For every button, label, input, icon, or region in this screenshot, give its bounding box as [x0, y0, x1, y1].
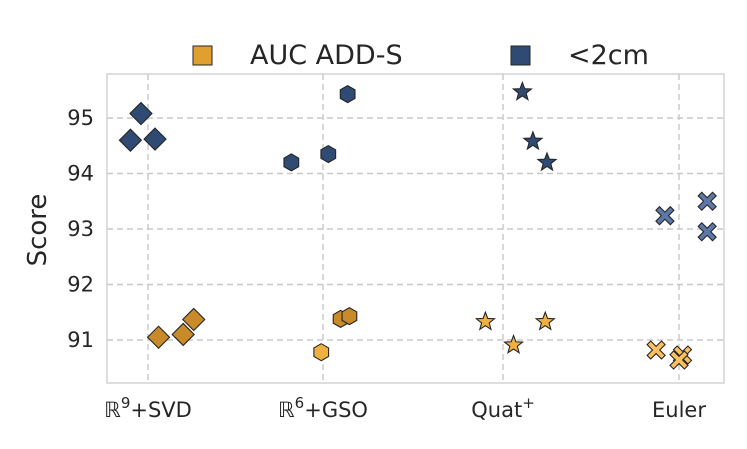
- point-under-2cm: [283, 153, 300, 172]
- point-under-2cm: [536, 151, 558, 172]
- x-tick-label: Quat+: [471, 394, 535, 422]
- point-under-2cm: [522, 130, 544, 151]
- x-tick-label-sup: 9: [121, 394, 131, 412]
- legend-swatch-under-2cm: [510, 45, 531, 66]
- x-tick-label: ℝ6+GSO: [278, 394, 368, 422]
- point-auc-add-s: [646, 340, 666, 360]
- grid: [107, 74, 724, 383]
- data-points: [118, 80, 717, 370]
- point-under-2cm: [129, 101, 153, 126]
- y-tick-label: 91: [67, 328, 94, 352]
- y-tick-label: 95: [67, 106, 94, 130]
- point-auc-add-s: [181, 307, 206, 332]
- y-tick-label: 94: [67, 162, 94, 186]
- point-auc-add-s: [534, 310, 556, 331]
- point-under-2cm: [655, 205, 675, 226]
- legend-swatch-auc-add-s: [192, 45, 213, 66]
- plot-frame: [106, 73, 725, 384]
- point-under-2cm: [118, 128, 143, 152]
- point-auc-add-s: [171, 322, 195, 347]
- x-tick-label-rest: +SVD: [130, 398, 191, 422]
- point-auc-add-s: [146, 325, 171, 350]
- x-tick-label-base: Euler: [652, 398, 706, 422]
- point-under-2cm: [339, 84, 356, 104]
- x-tick-label-base: ℝ: [104, 398, 121, 422]
- x-tick-label: Euler: [652, 398, 706, 422]
- legend: AUC ADD-S <2cm: [192, 40, 649, 71]
- x-tick-label-sup: 6: [295, 394, 305, 412]
- point-auc-add-s: [474, 310, 496, 331]
- point-under-2cm: [143, 127, 167, 151]
- point-under-2cm: [320, 144, 337, 164]
- x-tick-label: ℝ9+SVD: [104, 394, 192, 422]
- y-axis-label: Score: [23, 194, 53, 267]
- point-under-2cm: [697, 221, 717, 242]
- point-under-2cm: [697, 191, 717, 212]
- point-under-2cm: [511, 80, 533, 101]
- y-tick-label: 92: [67, 273, 94, 297]
- x-axis-ticks: ℝ9+SVD ℝ6+GSO Quat+ Euler: [104, 394, 706, 422]
- x-tick-label-base: Quat: [471, 398, 522, 422]
- y-axis-ticks: 91 92 93 94 95: [67, 106, 94, 352]
- y-tick-label: 93: [67, 217, 94, 241]
- legend-label-auc-add-s: AUC ADD-S: [250, 40, 403, 71]
- x-tick-label-rest: +GSO: [304, 398, 368, 422]
- point-auc-add-s: [669, 350, 689, 370]
- legend-label-under-2cm: <2cm: [568, 40, 649, 71]
- point-auc-add-s: [313, 343, 330, 362]
- point-auc-add-s: [503, 333, 525, 354]
- x-tick-label-sup: +: [522, 394, 535, 412]
- point-auc-add-s: [341, 306, 358, 326]
- x-tick-label-base: ℝ: [278, 398, 295, 422]
